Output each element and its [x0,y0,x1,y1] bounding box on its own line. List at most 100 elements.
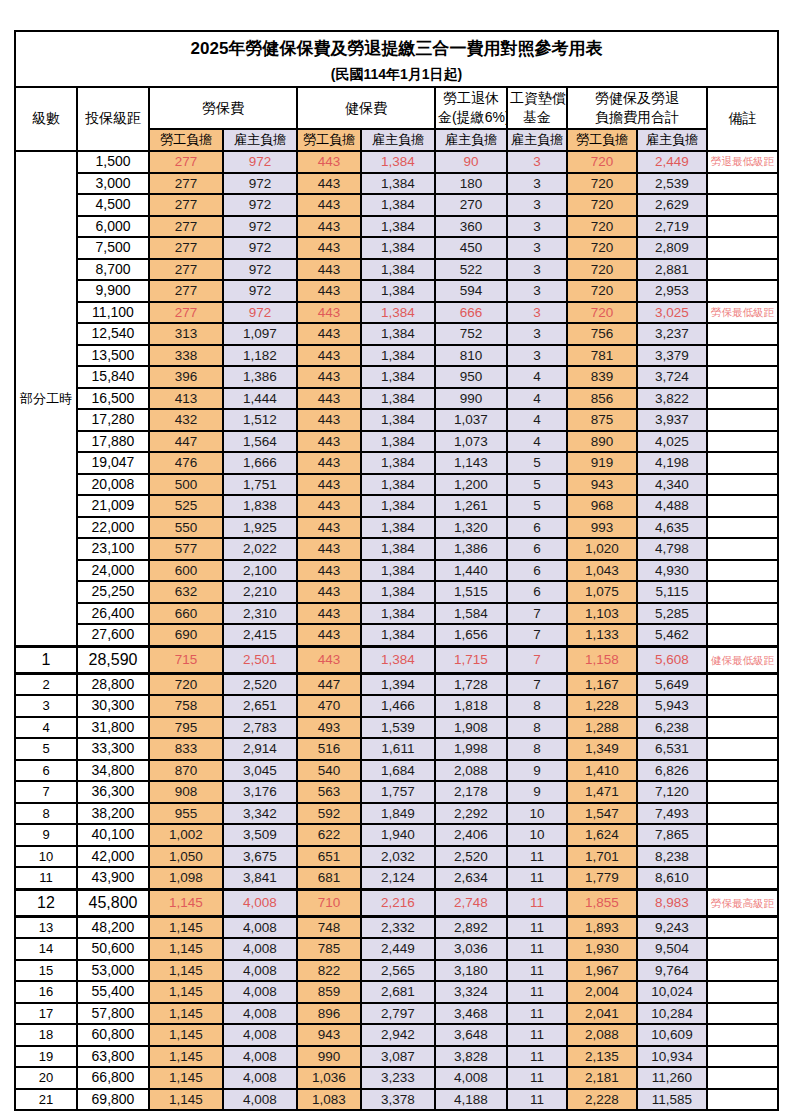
value-cell: 3 [507,345,567,367]
remark-cell [707,323,778,345]
level-cell: 19 [15,1046,77,1068]
value-cell: 11 [507,960,567,982]
bracket-cell: 60,800 [77,1024,149,1046]
remark-cell [707,1024,778,1046]
bracket-cell: 20,008 [77,474,149,496]
value-cell: 1,073 [435,431,507,453]
value-cell: 1,167 [567,673,637,695]
value-cell: 550 [149,517,223,539]
value-cell: 950 [435,366,507,388]
value-cell: 856 [567,388,637,410]
value-cell: 277 [149,259,223,281]
value-cell: 1,083 [297,1089,361,1111]
remark-cell [707,409,778,431]
remark-cell: 勞退最低級距 [707,151,778,173]
value-cell: 1,384 [361,216,435,238]
remark-cell [707,388,778,410]
value-cell: 1,098 [149,867,223,889]
value-cell: 3,379 [637,345,707,367]
value-cell: 3 [507,280,567,302]
value-cell: 8,238 [637,846,707,868]
value-cell: 8,983 [637,889,707,916]
pension-line-2: 金(提繳6%) [438,109,507,125]
value-cell: 1,728 [435,673,507,695]
table-row: 838,2009553,3425921,8492,292101,5477,493 [15,803,778,825]
remark-cell: 勞保最高級距 [707,889,778,916]
value-cell: 443 [297,345,361,367]
value-cell: 2,228 [567,1089,637,1111]
value-cell: 1,384 [361,173,435,195]
value-cell: 3,648 [435,1024,507,1046]
value-cell: 11 [507,889,567,916]
table-row: 4,5002779724431,38427037202,629 [15,194,778,216]
remark-cell [707,760,778,782]
value-cell: 1,145 [149,1089,223,1111]
value-cell: 1,145 [149,1024,223,1046]
value-cell: 651 [297,846,361,868]
level-cell: 4 [15,717,77,739]
value-cell: 3,087 [361,1046,435,1068]
bracket-cell: 33,300 [77,738,149,760]
value-cell: 2,539 [637,173,707,195]
level-cell: 8 [15,803,77,825]
value-cell: 277 [149,280,223,302]
value-cell: 10,934 [637,1046,707,1068]
value-cell: 2,881 [637,259,707,281]
value-cell: 4,188 [435,1089,507,1111]
level-cell: 6 [15,760,77,782]
value-cell: 1,751 [223,474,297,496]
value-cell: 1,384 [361,474,435,496]
value-cell: 516 [297,738,361,760]
col-header-health-insurance: 健保費 [297,87,435,129]
value-cell: 3,378 [361,1089,435,1111]
value-cell: 1,547 [567,803,637,825]
table-row: 16,5004131,4444431,38499048563,822 [15,388,778,410]
value-cell: 756 [567,323,637,345]
value-cell: 990 [297,1046,361,1068]
bracket-cell: 7,500 [77,237,149,259]
value-cell: 180 [435,173,507,195]
value-cell: 3,841 [223,867,297,889]
value-cell: 1,384 [361,538,435,560]
title-line-1: 2025年勞健保保費及勞退提繳三合一費用對照參考用表 [18,34,775,64]
value-cell: 3,045 [223,760,297,782]
value-cell: 1,386 [223,366,297,388]
bracket-cell: 55,400 [77,981,149,1003]
value-cell: 4,008 [223,1089,297,1111]
value-cell: 1,779 [567,867,637,889]
value-cell: 7,865 [637,824,707,846]
remark-cell [707,366,778,388]
bracket-cell: 30,300 [77,695,149,717]
value-cell: 1,133 [567,624,637,646]
header-group-row: 級數 投保級距 勞保費 健保費 勞工退休 金(提繳6%) 工資墊償 基金 勞健保… [15,87,778,129]
value-cell: 6,826 [637,760,707,782]
value-cell: 10 [507,803,567,825]
value-cell: 3,675 [223,846,297,868]
value-cell: 2,565 [361,960,435,982]
remark-cell [707,803,778,825]
value-cell: 5 [507,495,567,517]
value-cell: 8,610 [637,867,707,889]
remark-cell [707,431,778,453]
value-cell: 1,145 [149,1003,223,1025]
bracket-cell: 9,900 [77,280,149,302]
value-cell: 1,145 [149,938,223,960]
value-cell: 2,178 [435,781,507,803]
value-cell: 1,925 [223,517,297,539]
value-cell: 592 [297,803,361,825]
remark-cell [707,237,778,259]
value-cell: 2,634 [435,867,507,889]
level-cell: 20 [15,1067,77,1089]
bracket-cell: 16,500 [77,388,149,410]
value-cell: 2,748 [435,889,507,916]
table-row: 8,7002779724431,38452237202,881 [15,259,778,281]
value-cell: 1,384 [361,560,435,582]
col-header-labor-insurance: 勞保費 [149,87,297,129]
bracket-cell: 26,400 [77,603,149,625]
value-cell: 1,967 [567,960,637,982]
value-cell: 715 [149,646,223,673]
value-cell: 2,892 [435,916,507,938]
level-cell: 11 [15,867,77,889]
value-cell: 6 [507,517,567,539]
value-cell: 890 [567,431,637,453]
